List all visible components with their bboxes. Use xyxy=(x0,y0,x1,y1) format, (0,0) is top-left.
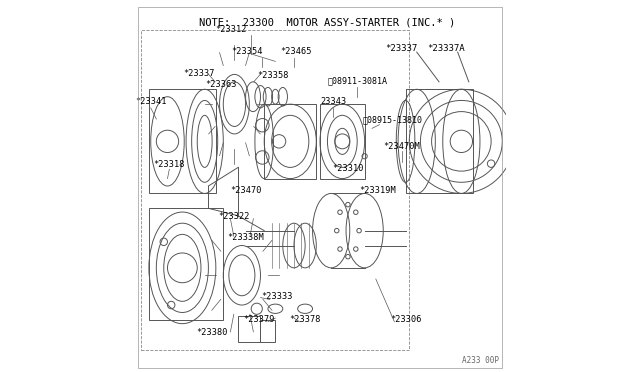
Text: ⓝ08911-3081A: ⓝ08911-3081A xyxy=(327,77,387,86)
Text: Ⓞ08915-13810: Ⓞ08915-13810 xyxy=(362,116,422,125)
Text: *23378: *23378 xyxy=(289,315,321,324)
Text: *23341: *23341 xyxy=(135,97,166,106)
Text: *23333: *23333 xyxy=(262,292,293,301)
Text: A233 00P: A233 00P xyxy=(461,356,499,365)
Text: *23337: *23337 xyxy=(183,69,215,78)
Text: *23379: *23379 xyxy=(243,315,275,324)
Text: *23354: *23354 xyxy=(232,47,263,56)
Text: *23470: *23470 xyxy=(230,186,261,195)
Text: NOTE:  23300  MOTOR ASSY-STARTER (INC.* ): NOTE: 23300 MOTOR ASSY-STARTER (INC.* ) xyxy=(199,17,456,27)
Text: *23337: *23337 xyxy=(386,44,418,53)
Text: *23338M: *23338M xyxy=(227,233,264,242)
Text: *23322: *23322 xyxy=(219,212,250,221)
Bar xyxy=(264,104,316,179)
Text: *23470M: *23470M xyxy=(383,142,420,151)
Text: *23318: *23318 xyxy=(154,160,185,169)
Text: *23465: *23465 xyxy=(280,47,312,56)
Bar xyxy=(260,320,275,342)
Text: *23337A: *23337A xyxy=(428,44,465,53)
Bar xyxy=(238,316,260,342)
Text: 23343: 23343 xyxy=(320,97,346,106)
Text: *23306: *23306 xyxy=(390,315,421,324)
Text: *23358: *23358 xyxy=(258,71,289,80)
Text: *23319M: *23319M xyxy=(359,186,396,195)
Bar xyxy=(320,104,365,179)
Text: *23363: *23363 xyxy=(205,80,237,89)
Bar xyxy=(149,89,216,193)
Text: *23310: *23310 xyxy=(332,164,364,173)
Bar xyxy=(149,208,223,320)
Bar xyxy=(141,30,410,350)
Bar xyxy=(406,89,472,193)
Text: *23312: *23312 xyxy=(215,25,246,33)
Text: *23380: *23380 xyxy=(196,328,228,337)
